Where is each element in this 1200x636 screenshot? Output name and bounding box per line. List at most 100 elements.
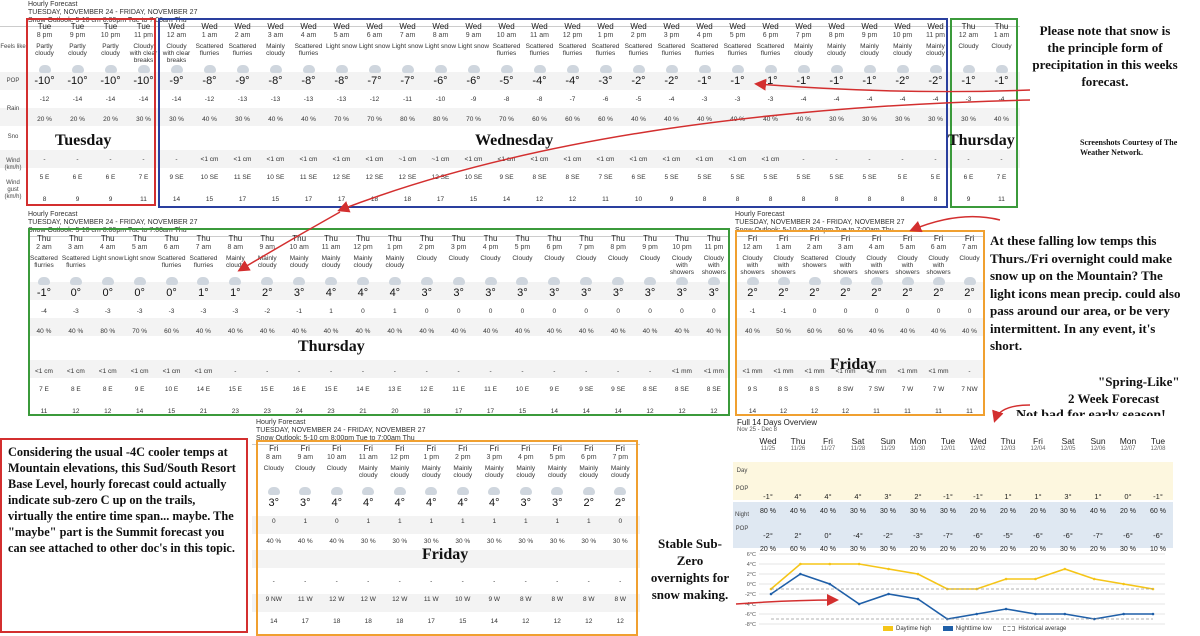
cloud-icon — [269, 65, 282, 73]
condition: Mainly cloudy — [860, 43, 879, 57]
overview-night-pop: 20 % — [970, 546, 986, 553]
pop-value: 40 % — [68, 328, 84, 335]
header-title: Hourly Forecast — [28, 1, 78, 8]
overview-night-temp: -3° — [913, 531, 923, 540]
day-name: Wed — [465, 22, 482, 31]
data-point — [1122, 612, 1125, 616]
snow-amount: <1 mm — [703, 368, 724, 375]
friday-frame — [735, 230, 985, 416]
day-name: Fri — [300, 444, 310, 453]
condition: Partly cloudy — [101, 43, 120, 57]
pop-value: 30 % — [423, 538, 439, 545]
cloud-icon — [808, 277, 821, 285]
temperature: 3° — [612, 287, 624, 299]
day-name: Fri — [269, 444, 279, 453]
snow-amount: - — [335, 578, 338, 585]
condition: Scattered flurries — [228, 43, 257, 57]
condition: Scattered flurries — [756, 43, 785, 57]
feels-like: 0 — [361, 308, 365, 315]
condition: Mainly cloudy — [266, 43, 285, 57]
hour-time: 10 pm — [892, 32, 913, 39]
overview-date: 12/05 — [1060, 446, 1076, 452]
feels-like: -13 — [270, 96, 281, 103]
hour-time: 3 am — [68, 244, 84, 251]
data-point — [857, 602, 861, 606]
overview-date: 11/26 — [790, 446, 806, 452]
day-name: Wed — [267, 22, 284, 31]
snow-amount: <1 cm — [35, 368, 53, 375]
condition: Scattered flurries — [591, 43, 620, 57]
day-name: Wed — [696, 22, 713, 31]
snow-amount: <1 cm — [162, 368, 181, 375]
snow-amount: - — [367, 578, 370, 585]
gust-value: 17 — [427, 618, 435, 625]
overview-date: 12/08 — [1150, 446, 1166, 452]
snow-amount: <1 mm — [835, 368, 856, 375]
hour-column: Wed 12 am Cloudy with clear breaks -9° -14 30… — [160, 20, 193, 210]
condition: Partly cloudy — [68, 43, 87, 57]
row-label-wind: Wind (km/h) — [4, 158, 22, 171]
hour-time: 8 pm — [828, 32, 845, 39]
day-name: Thu — [132, 234, 147, 243]
temperature: 3° — [580, 287, 592, 299]
overview-night-pop: 20 % — [1030, 546, 1046, 553]
row-label-rain: Rain — [6, 106, 20, 112]
hour-time: 4 am — [300, 32, 317, 39]
day-name: Wed — [564, 22, 581, 31]
temperature: -8° — [334, 75, 349, 87]
day-label-thursday-mid: Thursday — [298, 338, 365, 355]
wind-value: 11 W — [297, 596, 313, 603]
day-name: Fri — [778, 234, 789, 243]
hour-time: 7 am — [195, 244, 212, 251]
wind-value: 9 SE — [611, 386, 626, 393]
snow-amount: - — [521, 368, 524, 375]
hour-time: 1 pm — [423, 454, 440, 461]
hour-column: Thu 5 am Light snow 0° -3 70 % <1 cm 9 E 14 — [124, 232, 156, 416]
gust-value: 15 — [167, 408, 176, 415]
overview-night-pop: 30 % — [850, 546, 866, 553]
overview-day-pop: 30 % — [910, 508, 926, 515]
overview-night-pop: 30 % — [1060, 546, 1076, 553]
hour-time: 10 pm — [672, 244, 692, 251]
pop-value: 30 % — [169, 116, 184, 123]
condition: Light snow — [325, 43, 358, 50]
day-name: Tue — [37, 22, 52, 31]
overview-day-temp: 0° — [1124, 492, 1132, 501]
wind-value: 13 E — [388, 386, 402, 393]
hour-time: 2 pm — [630, 32, 647, 39]
overview-date: 11/30 — [910, 446, 926, 452]
snow-amount: <1 cm — [200, 156, 219, 163]
gust-value: 17 — [301, 618, 309, 625]
gust-value: 11 — [966, 408, 973, 415]
day-name: Fri — [584, 444, 594, 453]
wind-value: 12 E — [420, 386, 434, 393]
day-name: Fri — [871, 234, 882, 243]
overview-day-temp: 1° — [1004, 492, 1012, 501]
cloud-icon — [644, 277, 657, 285]
note-stable: Stable Sub-Zero overnights for snow maki… — [650, 536, 730, 602]
day-label-thursday-top: Thursday — [948, 132, 1015, 149]
hour-time: 2 pm — [418, 244, 435, 251]
overview-day-column: Sat 11/28 4° 30 % -4° 30 % — [843, 436, 873, 566]
row-band-pop — [735, 318, 985, 336]
overview-day-temp: 4° — [824, 492, 832, 501]
feels-like: 0 — [552, 308, 557, 315]
cloud-icon — [533, 65, 546, 73]
snow-amount: - — [585, 368, 588, 375]
temperature: -10° — [133, 75, 154, 87]
overview-day-name: Sat — [851, 436, 865, 446]
hour-time: 8 pm — [610, 244, 626, 251]
snow-amount: <1 cm — [98, 368, 117, 375]
overview-date: 12/02 — [970, 446, 986, 452]
overview-day-name: Fri — [823, 436, 833, 446]
condition: Scattered showers — [800, 255, 829, 269]
snow-amount: - — [457, 368, 460, 375]
pop-value: 40 % — [931, 328, 946, 335]
friday-frame — [256, 440, 638, 636]
condition: Scattered flurries — [723, 43, 752, 57]
temperature: 0° — [102, 287, 113, 299]
temperature: 4° — [331, 497, 343, 509]
condition: Mainly cloudy — [610, 465, 630, 479]
hour-column: Fri 6 pm Mainly cloudy 2° 1 30 % - 8 W 12 — [573, 442, 605, 636]
overview-night-label: Night — [734, 512, 749, 518]
